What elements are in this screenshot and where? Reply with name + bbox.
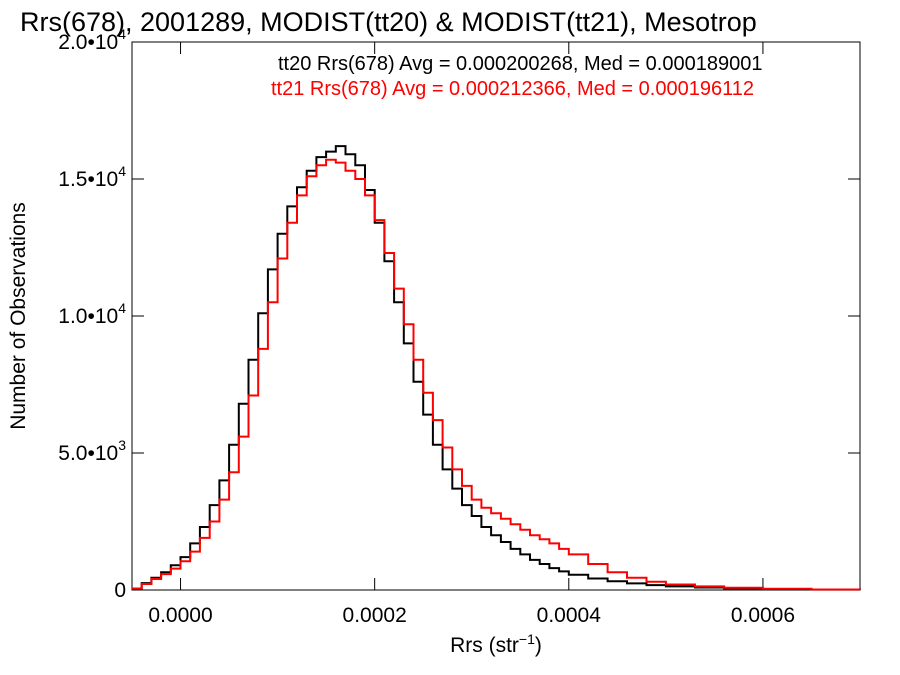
series-group [132, 145, 861, 591]
x-tick-label: 0.0004 [537, 604, 602, 627]
y-tick-label: 1.5•104 [58, 163, 126, 191]
chart-title: Rrs(678), 2001289, MODIST(tt20) & MODIST… [20, 7, 757, 37]
y-tick-label: 1.0•104 [58, 300, 126, 328]
series-line-tt21 [132, 158, 861, 591]
y-tick-label: 0 [114, 579, 126, 602]
y-tick-label: 2.0•104 [58, 26, 126, 54]
legend-entry-tt21: tt21 Rrs(678) Avg = 0.000212366, Med = 0… [271, 78, 754, 100]
y-axis: 0 5.0•103 1.0•104 1.5•104 2.0•104 [58, 26, 860, 602]
x-tick-label: 0.0002 [343, 604, 407, 627]
y-axis-label: Number of Observations [7, 202, 30, 430]
y-tick-label: 5.0•103 [58, 437, 126, 465]
x-tick-label: 0.0000 [148, 604, 212, 627]
legend-entry-tt20: tt20 Rrs(678) Avg = 0.000200268, Med = 0… [278, 53, 762, 75]
x-axis-label: Rrs (str−1) [450, 631, 542, 657]
x-tick-label: 0.0006 [731, 604, 795, 627]
